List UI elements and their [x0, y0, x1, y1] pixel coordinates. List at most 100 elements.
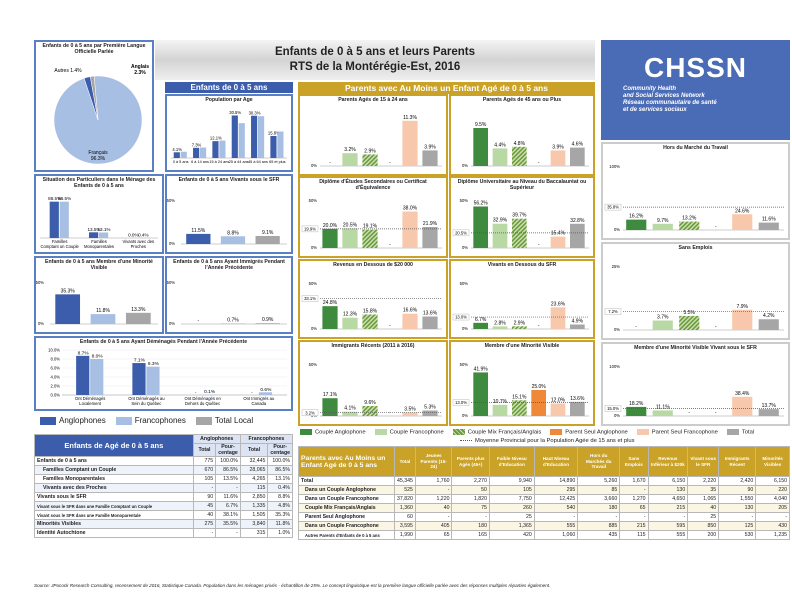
data-label: 9.5% [475, 122, 487, 128]
avg-label: 7.2% [608, 309, 618, 314]
data-label: 4.2% [763, 313, 775, 319]
title-line1: Enfants de 0 à 5 ans et leurs Parents [274, 46, 476, 58]
table-cell: 2,420 [718, 476, 757, 486]
data-label: 10.7% [493, 399, 508, 405]
table-cell: 1,820 [451, 494, 490, 504]
data-label: 0.6% [260, 387, 272, 393]
data-label: 13.3% [131, 307, 146, 313]
chart-title: Enfants de 0 à 5 ans Ayant Immigrés Pend… [173, 259, 285, 271]
tick-label: 50% [167, 198, 175, 203]
bar [231, 115, 238, 158]
legend-item-parent-franco: Parent Seul Francophone [636, 429, 718, 436]
table-cell: 405 [414, 521, 453, 531]
table-cell: - [577, 512, 621, 522]
panel-p-sfr: Vivants en Dessous du SFR 50% 0% 6.7% 2.8% 2.… [449, 259, 595, 339]
source-note: Source: JPocock Research Consulting, rec… [34, 583, 551, 588]
category-label: Ont Immigrés au [243, 396, 275, 401]
row-label: Familles Monoparentales [34, 474, 194, 484]
table-cell: 7,750 [488, 494, 535, 504]
data-label: 9.6% [364, 400, 376, 406]
table-row: Vivants sous le SFR 90 11.6% 2,850 8.8% [34, 492, 293, 502]
data-label: 17.1% [323, 392, 338, 398]
bar [732, 214, 753, 230]
chart-title: Parents Agés de 45 ans ou Plus [482, 97, 562, 103]
th-total-f: Total [239, 443, 269, 457]
table-cell: 11.6% [215, 492, 241, 502]
data-label: 30.3% [249, 110, 261, 115]
data-label: 35.3% [61, 288, 76, 294]
table-cell: 86.5% [215, 465, 241, 475]
legend-item-parent-anglo: Parent Seul Anglophone [550, 429, 628, 436]
bar [99, 232, 109, 238]
avg-label-box [301, 225, 319, 233]
panel-p-minor-sfr: Membre d'une Minorité Visible Vivant sou… [601, 342, 790, 426]
avg-label-box [301, 295, 319, 302]
logo-line1: Community Health [623, 86, 677, 92]
avg-label: 35.8% [607, 205, 619, 210]
col-header: Parents plus Agés (45+) [451, 446, 490, 477]
row-label: Familles Comptant un Couple [34, 465, 194, 475]
bar [270, 135, 277, 158]
data-label: 13.7% [762, 403, 777, 409]
table-cell: 4,650 [647, 494, 689, 504]
data-label: 0.9% [262, 317, 274, 323]
data-label: 21.9% [423, 221, 438, 227]
table-cell: 35.5% [215, 519, 241, 529]
data-label: - [251, 391, 253, 396]
bar [492, 404, 508, 416]
bar [76, 355, 90, 395]
data-label: 32.8% [570, 218, 585, 224]
table-cell: - [451, 512, 490, 522]
bar [550, 236, 566, 248]
panel-situation: Situation des Particuliers dans le Ménag… [34, 174, 164, 254]
data-label: - [538, 323, 540, 329]
tick-label: 4.0% [50, 375, 60, 380]
data-label: 3.2% [344, 147, 356, 153]
avg-label-box [452, 229, 470, 237]
avg-label-box [604, 308, 622, 315]
row-label: Couple Mix Français/Anglais [298, 503, 395, 513]
bar [473, 128, 489, 166]
table-cell: 4.8% [267, 501, 293, 511]
table-row: Identité Autochtone - -315 1.0% [34, 528, 293, 538]
logo-line2: and Social Services Network [623, 93, 705, 99]
legend-item-total-gris: Total [726, 429, 754, 436]
table-cell: 260 [488, 503, 535, 513]
data-label: 8.0% [92, 354, 104, 360]
table-cell: 75 [451, 503, 490, 513]
bar [89, 232, 99, 238]
bar [492, 326, 508, 329]
data-label: 9.7% [657, 218, 669, 224]
row-label: Parent Seul Anglophone [298, 512, 395, 522]
table-cell: 86.5% [267, 465, 293, 475]
bar [132, 363, 146, 395]
legend-avg: Moyenne Provincial pour la Population Ag… [460, 438, 635, 444]
bar [173, 152, 180, 158]
tick-label: 0% [462, 163, 468, 168]
data-label: 8.8% [227, 230, 239, 236]
table-cell: 0.4% [267, 483, 293, 493]
bar [200, 147, 207, 158]
bar [402, 313, 418, 329]
page-title: Enfants de 0 à 5 ans et leurs Parents RT… [155, 40, 595, 80]
category-label: Ont Déménagés en [184, 396, 221, 401]
data-label: 25.0% [532, 384, 547, 390]
category-label: Proches [131, 244, 146, 249]
table-cell: 14,890 [533, 476, 579, 486]
col-header: Hors du Marchés du Travail [577, 446, 621, 477]
table-cell: - [192, 483, 217, 493]
table-children-header: Enfants de Agé de 0 à 5 ans [34, 434, 194, 457]
table-cell: 100.0% [267, 456, 293, 466]
legend-item-mix: Couple Mix Français/Anglais [452, 429, 541, 436]
data-label: - [538, 160, 540, 166]
table-cell: 6.7% [215, 501, 241, 511]
table-row: Minorités Visibles 275 35.5% 3,840 11.8% [34, 519, 293, 529]
data-label: 38.4% [735, 391, 750, 397]
row-label: Dans un Couple Anglophone [298, 485, 395, 495]
category-label: Ont Déménagés [75, 396, 106, 401]
data-label: 39.7% [512, 213, 527, 219]
table-cell: 315 [239, 528, 269, 538]
table-cell: 3,595 [394, 521, 416, 531]
col-header: Revenus Inférieur à $20k [647, 446, 689, 477]
table-cell: 11.8% [267, 519, 293, 529]
